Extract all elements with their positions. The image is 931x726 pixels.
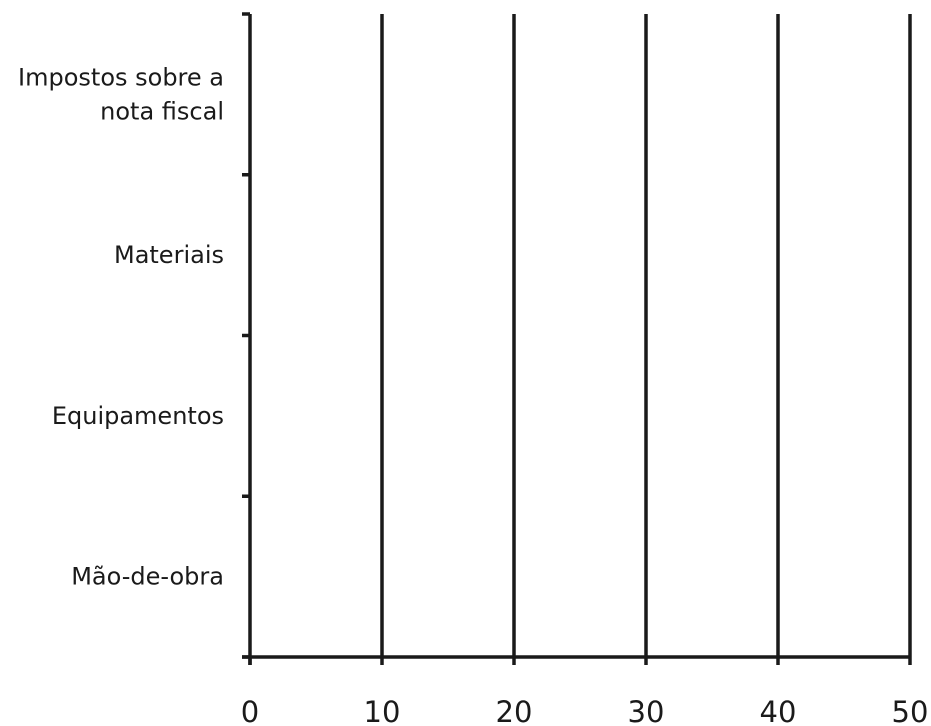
x-tick-label-20: 20 xyxy=(496,695,533,726)
x-tick-label-30: 30 xyxy=(628,695,665,726)
gridlines xyxy=(380,14,912,657)
category-labels: Impostos sobre a nota fiscal Materiais Equi… xyxy=(18,63,224,590)
category-label: Mão-de-obra xyxy=(71,563,224,591)
x-tick-marks xyxy=(248,657,912,665)
axes xyxy=(242,14,910,665)
x-tick-labels: 0 10 20 30 40 50 xyxy=(241,695,929,726)
x-tick-label-0: 0 xyxy=(241,695,259,726)
category-label: Impostos sobre a nota fiscal xyxy=(18,63,224,125)
x-tick-label-40: 40 xyxy=(760,695,797,726)
category-label: Materiais xyxy=(114,241,224,269)
x-tick-label-50: 50 xyxy=(892,695,929,726)
category-label: Equipamentos xyxy=(52,402,224,430)
x-tick-label-10: 10 xyxy=(364,695,401,726)
